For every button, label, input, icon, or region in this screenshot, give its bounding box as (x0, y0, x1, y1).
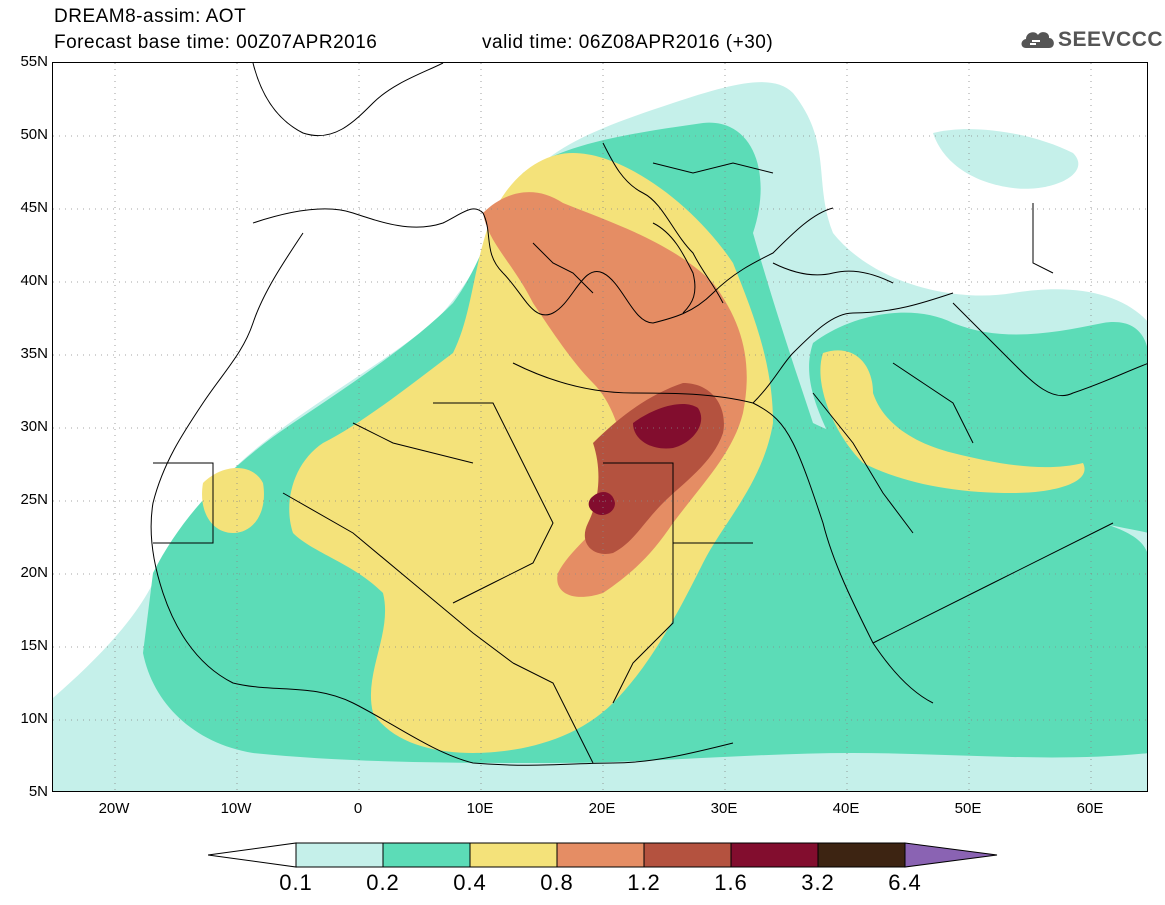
lat-label: 25N (20, 491, 48, 508)
aot-band-0.1-0.2-east (933, 129, 1079, 189)
colorbar-label: 0.8 (540, 870, 574, 895)
colorbar-swatch (556, 842, 645, 868)
map-area (52, 62, 1148, 792)
aot-band-1.6-3.2 (633, 403, 702, 449)
colorbar-label: 0.2 (366, 870, 400, 895)
colorbar-label: 0.1 (279, 870, 313, 895)
colorbar-label: 1.2 (627, 870, 661, 895)
colorbar-label: 1.6 (714, 870, 748, 895)
lat-label: 45N (20, 199, 48, 216)
colorbar-label: 6.4 (888, 870, 922, 895)
cloud-icon (1021, 32, 1054, 48)
aot-band-1.6-3.2-south (588, 491, 615, 515)
map-title: DREAM8-assim: AOT (54, 6, 247, 27)
logo-text: SEEVCCC (1058, 28, 1164, 51)
aot-band-0.8-1.2 (483, 192, 747, 597)
lat-label: 10N (20, 710, 48, 727)
lon-label: 50E (954, 800, 982, 817)
aot-field (53, 82, 1147, 791)
colorbar-swatch-below (208, 842, 297, 868)
lon-label: 20W (98, 800, 130, 817)
lat-label: 40N (20, 272, 48, 289)
valid-time: valid time: 06Z08APR2016 (+30) (482, 32, 774, 53)
lon-label: 40E (832, 800, 860, 817)
colorbar-swatch-above (904, 842, 998, 868)
coastlines (150, 63, 1147, 766)
colorbar-swatch (817, 842, 906, 868)
lat-label: 30N (20, 418, 48, 435)
lon-label: 10W (220, 800, 252, 817)
colorbar-swatch (730, 842, 819, 868)
colorbar-label: 0.4 (453, 870, 487, 895)
forecast-base-time: Forecast base time: 00Z07APR2016 (54, 32, 378, 53)
lon-label: 0 (353, 800, 363, 817)
aot-band-0.4-0.8-west (202, 468, 264, 533)
colorbar-swatch (295, 842, 384, 868)
lat-label: 55N (20, 53, 48, 70)
colorbar-swatch (382, 842, 471, 868)
lat-label: 20N (20, 564, 48, 581)
lon-label: 30E (710, 800, 738, 817)
lat-label: 15N (20, 637, 48, 654)
lat-label: 50N (20, 126, 48, 143)
lon-label: 20E (588, 800, 616, 817)
colorbar (208, 842, 998, 868)
lat-label: 35N (20, 345, 48, 362)
aot-band-0.4-0.8-east (820, 350, 1085, 493)
colorbar-label: 3.2 (801, 870, 835, 895)
lon-label: 60E (1076, 800, 1104, 817)
lon-label: 10E (466, 800, 494, 817)
lat-label: 5N (28, 783, 48, 800)
colorbar-swatch (469, 842, 558, 868)
colorbar-swatch (643, 842, 732, 868)
